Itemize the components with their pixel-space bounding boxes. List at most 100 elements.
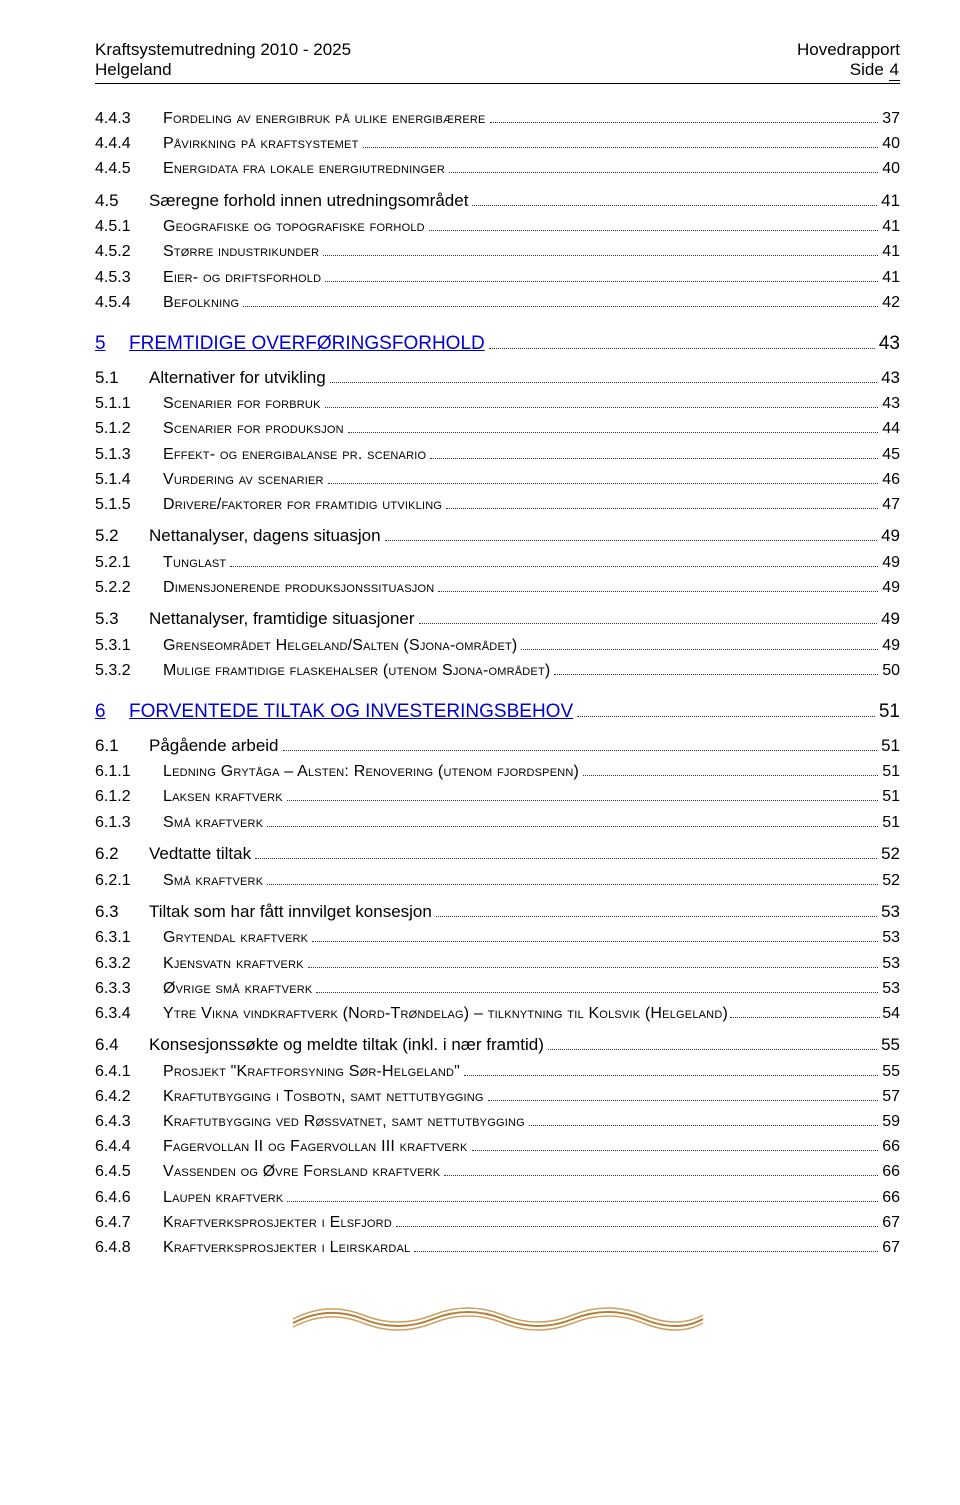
toc-number: 6.3.2 xyxy=(95,952,159,975)
page-number: 4 xyxy=(889,60,900,81)
toc-label: Dimensjonerende produksjonssituasjon xyxy=(159,576,434,599)
toc-entry: 6.3Tiltak som har fått innvilget konsesj… xyxy=(95,899,900,926)
toc-label: Effekt- og energibalanse pr. scenario xyxy=(159,443,426,466)
toc-entry: 6.4Konsesjonssøkte og meldte tiltak (ink… xyxy=(95,1032,900,1059)
toc-label: Nettanalyser, dagens situasjon xyxy=(145,524,381,549)
toc-leader xyxy=(489,336,875,349)
toc-number: 6.4.6 xyxy=(95,1186,159,1209)
toc-label: Påvirkning på kraftsystemet xyxy=(159,132,359,155)
toc-number: 4.5 xyxy=(95,189,145,214)
toc-leader xyxy=(583,765,878,776)
toc-entry: 4.4.5Energidata fra lokale energiutredni… xyxy=(95,156,900,181)
toc-number: 4.5.1 xyxy=(95,215,159,238)
toc-leader xyxy=(577,704,875,717)
toc-number: 6.4.5 xyxy=(95,1160,159,1183)
toc-number: 4.4.4 xyxy=(95,132,159,155)
toc-entry: 6.1Pågående arbeid51 xyxy=(95,733,900,760)
toc-leader xyxy=(396,1216,878,1227)
toc-leader xyxy=(325,397,879,408)
toc-page: 55 xyxy=(881,1033,900,1058)
toc-label[interactable]: FORVENTEDE TILTAK OG INVESTERINGSBEHOV xyxy=(125,698,573,726)
toc-page: 43 xyxy=(881,366,900,391)
toc-leader xyxy=(414,1241,878,1252)
toc-entry: 5.2Nettanalyser, dagens situasjon49 xyxy=(95,523,900,550)
toc-label: Særegne forhold innen utredningsområdet xyxy=(145,189,468,214)
toc-label: Kraftverksprosjekter i Leirskardal xyxy=(159,1236,410,1259)
toc-page: 57 xyxy=(882,1085,900,1108)
document-page: Kraftsystemutredning 2010 - 2025 Helgela… xyxy=(0,0,960,1355)
toc-number: 4.5.4 xyxy=(95,291,159,314)
toc-label: Laksen kraftverk xyxy=(159,785,283,808)
toc-number: 5.2 xyxy=(95,524,145,549)
toc-number: 4.5.2 xyxy=(95,240,159,263)
toc-leader xyxy=(363,137,879,148)
toc-label: Kjensvatn kraftverk xyxy=(159,952,304,975)
toc-number: 5.1.2 xyxy=(95,417,159,440)
toc-entry: 5.2.2Dimensjonerende produksjonssituasjo… xyxy=(95,575,900,600)
header-title: Kraftsystemutredning 2010 - 2025 xyxy=(95,40,351,60)
toc-page: 49 xyxy=(882,576,900,599)
toc-leader xyxy=(430,447,878,458)
toc-leader xyxy=(283,739,878,751)
toc-label: Tiltak som har fått innvilget konsesjon xyxy=(145,900,432,925)
toc-entry: 6.1.2Laksen kraftverk51 xyxy=(95,784,900,809)
toc-page: 50 xyxy=(882,659,900,682)
toc-link[interactable]: 6 xyxy=(95,701,106,722)
toc-leader xyxy=(521,639,878,650)
table-of-contents: 4.4.3Fordeling av energibruk på ulike en… xyxy=(95,106,900,1260)
toc-label: Vedtatte tiltak xyxy=(145,842,251,867)
toc-entry: 6.4.3Kraftutbygging ved Røssvatnet, samt… xyxy=(95,1109,900,1134)
toc-page: 67 xyxy=(882,1236,900,1259)
footer-ornament xyxy=(95,1295,900,1335)
toc-entry: 6.4.8Kraftverksprosjekter i Leirskardal 6… xyxy=(95,1235,900,1260)
toc-label: Prosjekt "Kraftforsyning Sør-Helgeland" xyxy=(159,1060,460,1083)
toc-entry: 6.4.2Kraftutbygging i Tosbotn, samt nett… xyxy=(95,1084,900,1109)
toc-number: 6.4.8 xyxy=(95,1236,159,1259)
toc-page: 51 xyxy=(881,734,900,759)
toc-leader xyxy=(330,371,877,383)
toc-number: 4.5.3 xyxy=(95,266,159,289)
toc-page: 53 xyxy=(882,952,900,975)
toc-page: 53 xyxy=(882,977,900,1000)
toc-label: Kraftutbygging i Tosbotn, samt nettutbyg… xyxy=(159,1085,484,1108)
toc-number: 5.1 xyxy=(95,366,145,391)
toc-leader xyxy=(316,982,878,993)
toc-leader xyxy=(287,1190,878,1201)
toc-page: 52 xyxy=(881,842,900,867)
toc-leader xyxy=(429,220,878,231)
toc-label: Vurdering av scenarier xyxy=(159,468,324,491)
toc-leader xyxy=(348,422,878,433)
toc-leader xyxy=(446,498,878,509)
toc-link[interactable]: FREMTIDIGE OVERFØRINGSFORHOLD xyxy=(129,333,485,354)
header-region: Helgeland xyxy=(95,60,351,80)
toc-entry: 5.1.5Drivere/faktorer for framtidig utvi… xyxy=(95,492,900,517)
toc-number: 5.2.1 xyxy=(95,551,159,574)
toc-number: 6.4 xyxy=(95,1033,145,1058)
toc-label: Øvrige små kraftverk xyxy=(159,977,312,1000)
toc-leader xyxy=(243,296,878,307)
toc-entry: 4.5.2Større industrikunder41 xyxy=(95,239,900,264)
toc-link[interactable]: 5 xyxy=(95,333,106,354)
toc-leader xyxy=(308,956,878,967)
toc-number: 6.2 xyxy=(95,842,145,867)
toc-leader xyxy=(449,162,878,173)
toc-label[interactable]: FREMTIDIGE OVERFØRINGSFORHOLD xyxy=(125,330,485,358)
toc-leader xyxy=(267,815,878,826)
toc-leader xyxy=(312,931,878,942)
side-label: Side xyxy=(850,60,884,79)
toc-leader xyxy=(325,270,878,281)
toc-label: Konsesjonssøkte og meldte tiltak (inkl. … xyxy=(145,1033,544,1058)
toc-page: 44 xyxy=(882,417,900,440)
toc-number: 5.1.4 xyxy=(95,468,159,491)
toc-link[interactable]: FORVENTEDE TILTAK OG INVESTERINGSBEHOV xyxy=(129,701,573,722)
toc-page: 49 xyxy=(881,607,900,632)
toc-label: Mulige framtidige flaskehalser (utenom S… xyxy=(159,659,550,682)
header-report: Hovedrapport xyxy=(797,40,900,60)
toc-number: 4.4.3 xyxy=(95,107,159,130)
toc-label: Scenarier for forbruk xyxy=(159,392,321,415)
toc-label: Små kraftverk xyxy=(159,869,263,892)
toc-label: Ytre Vikna vindkraftverk (Nord-Trøndelag… xyxy=(159,1002,728,1025)
toc-page: 51 xyxy=(879,698,900,726)
toc-leader xyxy=(554,664,878,675)
toc-label: Scenarier for produksjon xyxy=(159,417,344,440)
